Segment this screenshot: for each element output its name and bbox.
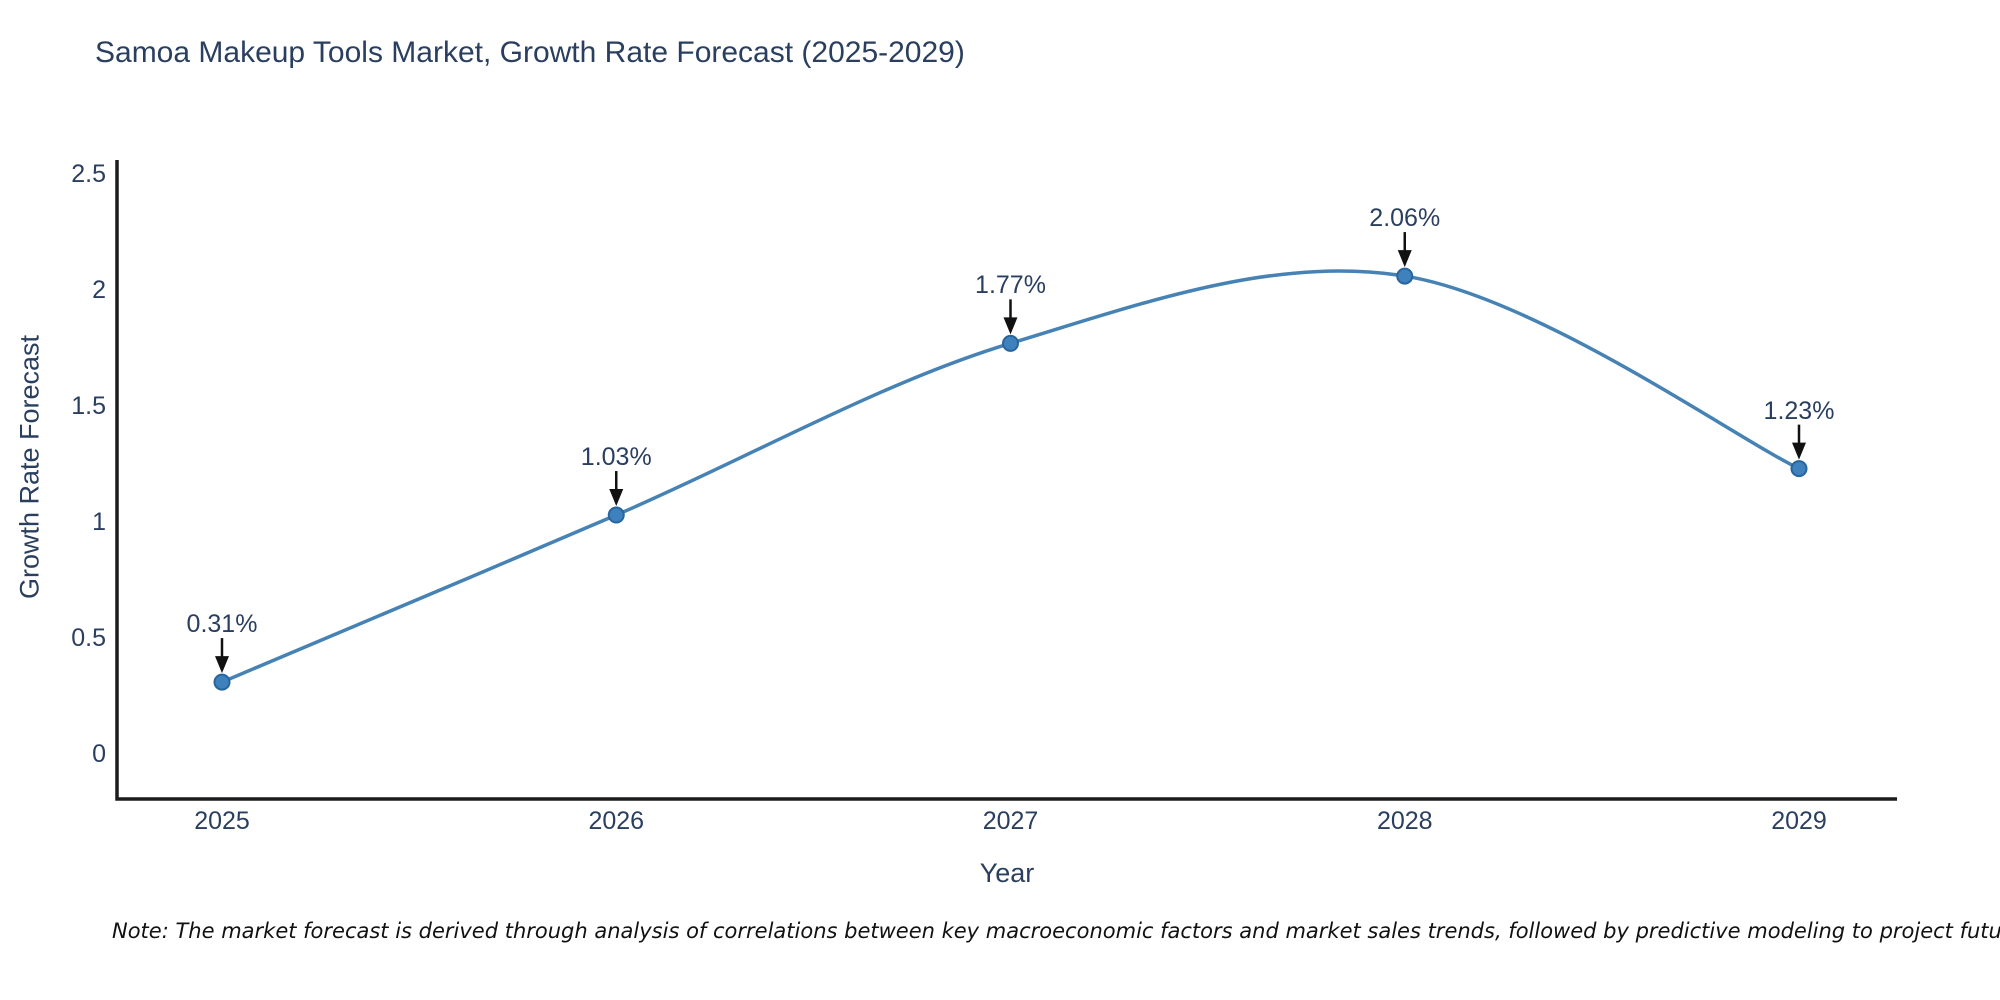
- annotation-arrowhead: [609, 489, 624, 507]
- annotation-arrowhead: [215, 656, 229, 674]
- data-point-marker: [1002, 334, 1019, 352]
- tick-label-y: 2.5: [71, 160, 106, 188]
- data-point-marker: [607, 506, 625, 524]
- data-point-marker: [1396, 267, 1414, 285]
- tick-label-x: 2026: [588, 807, 645, 835]
- annotation-label: 1.77%: [975, 271, 1046, 300]
- annotation-arrowhead: [1397, 250, 1412, 268]
- tick-label-x: 2029: [1771, 807, 1827, 835]
- tick-label-x: 2025: [194, 807, 250, 835]
- tick-label-x: 2027: [982, 807, 1039, 835]
- tick-label-x: 2028: [1376, 807, 1433, 835]
- annotation-arrowhead: [1003, 317, 1018, 335]
- footnote: Note: The market forecast is derived thr…: [112, 919, 2000, 943]
- tick-label-y: 1: [92, 508, 106, 536]
- annotation-arrowhead: [1792, 442, 1806, 460]
- tick-label-y: 0.5: [71, 624, 106, 652]
- y-axis-title: Growth Rate Forecast: [14, 334, 45, 600]
- annotation-label: 0.31%: [186, 610, 258, 639]
- annotation-label: 1.23%: [1763, 396, 1835, 425]
- annotation-label: 1.03%: [580, 443, 652, 472]
- axis-lines: [115, 160, 1897, 801]
- data-point-marker: [213, 673, 231, 691]
- tick-label-y: 2: [92, 276, 106, 304]
- data-point-marker: [1790, 460, 1808, 478]
- annotation-label: 2.06%: [1369, 204, 1441, 233]
- tick-label-y: 1.5: [71, 392, 106, 420]
- x-axis-title: Year: [979, 858, 1035, 888]
- chart-title: Samoa Makeup Tools Market, Growth Rate F…: [95, 36, 965, 69]
- tick-label-y: 0: [92, 740, 106, 768]
